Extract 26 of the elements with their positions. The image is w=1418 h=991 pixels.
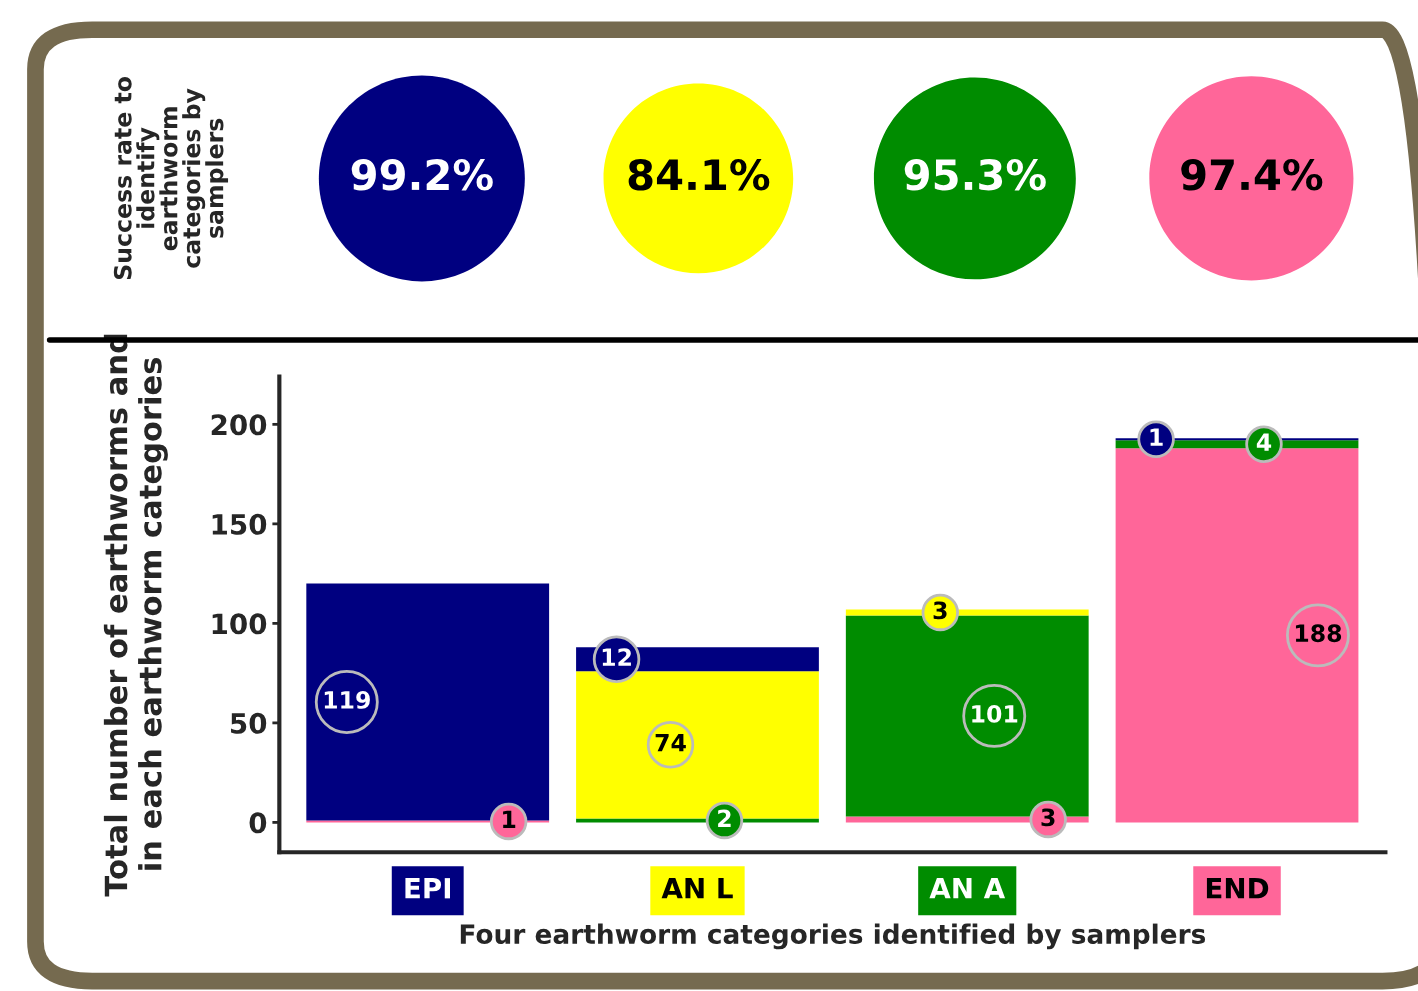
x-tick-label: EPI bbox=[405, 878, 450, 899]
data-label: 12 bbox=[602, 648, 631, 666]
data-label: 3 bbox=[933, 601, 947, 620]
data-label: 99.2% bbox=[351, 158, 493, 191]
data-label: 74 bbox=[655, 734, 686, 752]
data-label: 188 bbox=[1295, 624, 1342, 643]
y-tick-label: 150 bbox=[212, 513, 267, 535]
y-tick-label: 0 bbox=[249, 812, 267, 834]
x-tick-label: END bbox=[1206, 878, 1269, 899]
text: Success rate to identify earthworm categories by samplers bbox=[113, 77, 229, 280]
y-tick-label: 200 bbox=[211, 414, 267, 436]
data-label: 1 bbox=[503, 810, 516, 828]
x-axis-title: Four earthworm categories identified by samplers bbox=[460, 923, 1206, 950]
data-label: 4 bbox=[1256, 433, 1272, 451]
data-label: 1 bbox=[1150, 428, 1163, 446]
data-label: 84.1% bbox=[628, 158, 770, 191]
data-label: 119 bbox=[324, 691, 370, 709]
data-label: 2 bbox=[718, 809, 731, 827]
x-tick-label: AN L bbox=[661, 878, 733, 899]
y-tick-label: 100 bbox=[212, 613, 267, 635]
data-label: 95.3% bbox=[904, 158, 1046, 191]
data-label: 97.4% bbox=[1181, 158, 1323, 191]
x-tick-label: AN A bbox=[929, 878, 1006, 899]
data-label: 101 bbox=[972, 704, 1018, 723]
y-tick-label: 50 bbox=[231, 712, 267, 734]
data-label: 3 bbox=[1041, 808, 1055, 827]
